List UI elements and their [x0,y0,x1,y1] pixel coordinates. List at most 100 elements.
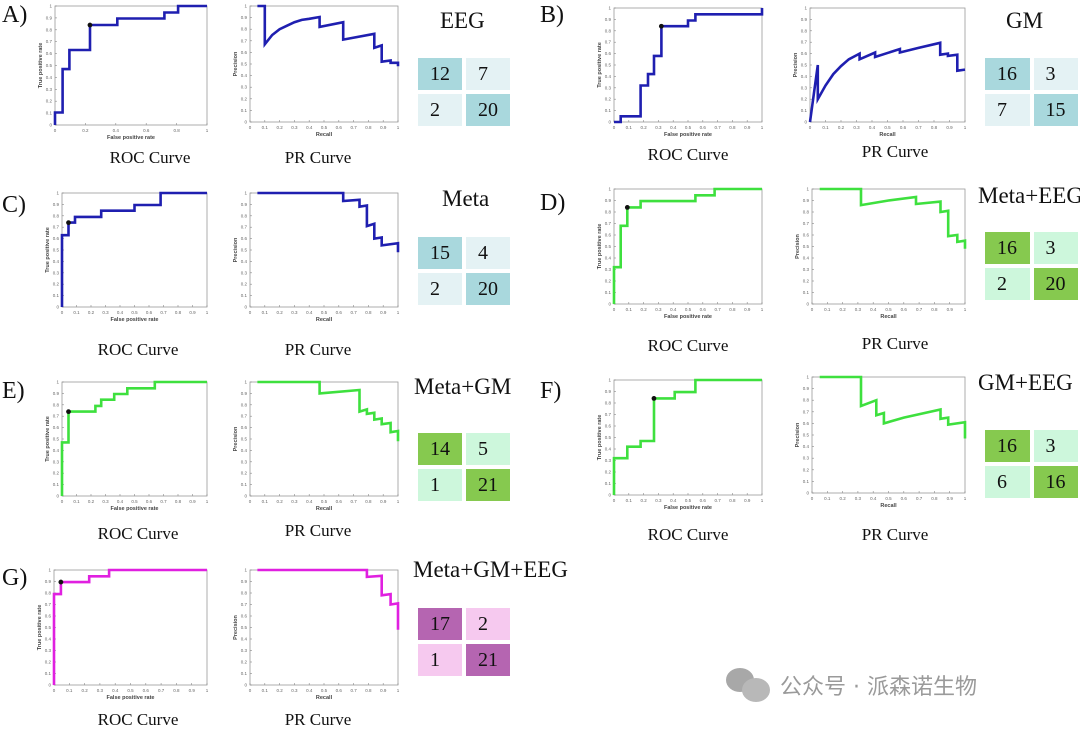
y-axis-label: Precision [233,51,239,76]
x-tick-label: 0.6 [700,498,707,503]
panel-label: F) [540,378,562,404]
y-tick-label: 0.9 [803,198,810,203]
x-axis-label: False positive rate [107,135,155,141]
x-tick-label: 0.8 [931,125,938,130]
confusion-matrix-cell: 16 [1033,466,1078,498]
x-tick-label: 0.2 [82,128,89,133]
x-tick-label: 1 [397,688,400,693]
x-tick-label: 0.6 [901,307,908,312]
y-tick-label: 0 [244,683,247,688]
pr-curve-line [257,568,400,630]
roc-plot: 0 0.1 0.2 0.3 0.4 0.5 0.6 0.7 0.8 0.9 1 0 0.1 0.2 0.3 0… [597,378,764,512]
confusion-matrix-cell: 7 [985,94,1030,126]
x-tick-label: 0.5 [321,125,328,130]
roc-caption: ROC Curve [109,148,191,167]
confusion-matrix-cell: 2 [466,608,510,640]
x-tick-label: 0.2 [640,307,647,312]
y-tick-label: 0.7 [241,225,248,230]
x-tick-label: 0.5 [321,310,328,315]
x-tick-label: 0.1 [73,310,80,315]
confusion-matrix-cell: 20 [466,273,510,305]
panel-label: B) [540,2,564,28]
x-tick-label: 0.7 [714,125,721,130]
x-tick-label: 0.3 [855,496,862,501]
y-tick-label: 0.9 [241,391,248,396]
y-tick-label: 0.9 [605,17,612,22]
y-tick-label: 0.6 [801,51,808,56]
y-tick-label: 0.7 [803,409,810,414]
x-tick-label: 0.2 [838,125,845,130]
y-tick-label: 0.9 [801,17,808,22]
x-tick-label: 0.8 [365,310,372,315]
x-tick-label: 0.2 [640,498,647,503]
confusion-matrix: 17 2 1 21 [418,608,510,676]
roc-curve-line [60,380,207,496]
x-tick-label: 0.3 [655,125,662,130]
y-tick-label: 0.2 [241,282,248,287]
pr-plot: 0 0.1 0.2 0.3 0.4 0.5 0.6 0.7 0.8 0.9 1 0 0.1 0.2 0.3 0… [233,4,400,139]
optimal-threshold-point [87,22,93,28]
roc-axes-box [54,5,208,126]
x-tick-label: 0.8 [365,688,372,693]
y-tick-label: 1 [806,187,809,192]
x-tick-label: 1 [964,496,967,501]
model-title: Meta+GM+EEG [413,557,568,582]
x-tick-label: 0.4 [670,307,677,312]
x-tick-label: 1 [206,128,209,133]
x-tick-label: 0.2 [839,307,846,312]
y-axis-label: Precision [795,422,801,447]
x-tick-label: 0.3 [291,688,298,693]
x-tick-label: 0.8 [173,128,180,133]
y-tick-label: 0 [608,493,611,498]
y-tick-label: 0.4 [45,637,52,642]
confusion-matrix: 16 3 6 16 [985,430,1078,498]
y-tick-label: 0.9 [53,391,60,396]
y-tick-label: 0.3 [241,648,248,653]
y-tick-label: 0.6 [605,51,612,56]
x-tick-label: 0.9 [189,310,196,315]
confusion-matrix-cell: 3 [1033,430,1078,462]
x-axis-label: Recall [880,503,897,509]
confusion-matrix-cell: 20 [1033,268,1078,300]
y-tick-label: 0.4 [241,448,248,453]
pr-plot: 0 0.1 0.2 0.3 0.4 0.5 0.6 0.7 0.8 0.9 1 0 0.1 0.2 0.3 0… [233,568,400,702]
x-axis-label: Recall [316,132,333,138]
x-tick-label: 0.7 [714,307,721,312]
x-tick-label: 0.3 [655,307,662,312]
y-tick-label: 0.5 [241,437,248,442]
x-tick-label: 0.4 [670,498,677,503]
x-tick-label: 0.5 [127,688,134,693]
y-tick-label: 0.5 [605,63,612,68]
y-tick-label: 0.3 [605,85,612,90]
x-tick-label: 0.9 [380,499,387,504]
x-axis-label: False positive rate [111,317,159,323]
y-tick-label: 0.1 [53,293,60,298]
roc-curve-line [52,568,207,685]
y-tick-label: 0.3 [605,267,612,272]
y-tick-label: 0.9 [241,579,248,584]
y-tick-label: 0.9 [803,386,810,391]
x-tick-label: 0.9 [189,688,196,693]
roc-caption: ROC Curve [647,336,729,355]
x-tick-label: 0.1 [626,125,633,130]
optimal-threshold-point [66,220,71,226]
y-tick-label: 1 [244,380,247,385]
y-tick-label: 0.2 [45,660,52,665]
y-tick-label: 0.2 [241,660,248,665]
model-title: GM+EEG [978,370,1073,395]
confusion-matrix-cell: 15 [418,237,462,269]
model-title: EEG [440,8,485,33]
x-tick-label: 0.6 [336,688,343,693]
y-axis-label: True positive rate [45,227,51,273]
x-axis-label: False positive rate [107,695,155,701]
optimal-threshold-point [624,205,630,210]
model-title: GM [1006,8,1044,33]
confusion-matrix-cell: 7 [466,58,510,90]
x-tick-label: 0.8 [931,307,938,312]
y-tick-label: 0 [244,494,247,499]
confusion-matrix-cell: 21 [466,644,510,676]
x-tick-label: 0.8 [365,125,372,130]
x-tick-label: 0.7 [350,125,357,130]
x-tick-label: 0.3 [853,125,860,130]
y-tick-label: 0.1 [803,290,810,295]
